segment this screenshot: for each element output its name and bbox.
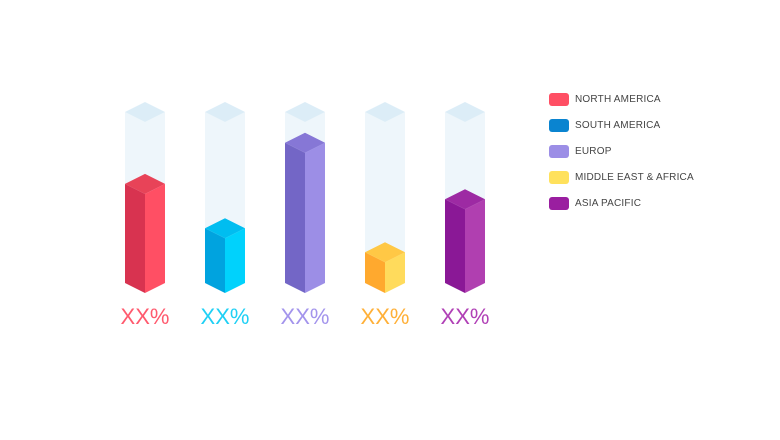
legend-item-middle-east-africa: MIDDLE EAST & AFRICA [549, 164, 694, 190]
bar-left-face [285, 142, 305, 293]
bar-right-face [305, 142, 325, 293]
bar-left-face [125, 183, 145, 293]
legend-swatch [549, 92, 569, 106]
bar-right-face [465, 199, 485, 293]
legend-item-south-america: SOUTH AMERICA [549, 112, 694, 138]
bar-top-face [125, 173, 165, 194]
legend-label: EUROP [575, 145, 612, 157]
bar-left-face [445, 199, 465, 293]
data-label: XX% [201, 304, 250, 329]
legend-swatch [549, 196, 569, 210]
legend-swatch [549, 118, 569, 132]
bar-left-face [365, 252, 385, 293]
bar-top-face [205, 218, 245, 239]
bar-track-top [365, 102, 405, 122]
bar-top-face [365, 242, 405, 263]
data-label: XX% [281, 304, 330, 329]
bar-right-face [145, 183, 165, 293]
data-label: XX% [361, 304, 410, 329]
legend-swatch [549, 170, 569, 184]
legend-label: SOUTH AMERICA [575, 119, 661, 131]
bar-track-top [205, 102, 245, 122]
bar-top-face [285, 132, 325, 153]
bar-track-top [445, 102, 485, 122]
data-label: XX% [121, 304, 170, 329]
legend-label: MIDDLE EAST & AFRICA [575, 171, 694, 183]
legend-swatch [549, 144, 569, 158]
bar-left-face [205, 228, 225, 293]
data-label: XX% [441, 304, 490, 329]
legend-item-north-america: NORTH AMERICA [549, 86, 694, 112]
legend-item-europ: EUROP [549, 138, 694, 164]
legend-label: ASIA PACIFIC [575, 197, 642, 209]
bar-track-top [285, 102, 325, 122]
bar-right-face [385, 252, 405, 293]
bar-right-face [225, 228, 245, 293]
bar-top-face [445, 189, 485, 210]
legend-label: NORTH AMERICA [575, 93, 661, 105]
legend-item-asia-pacific: ASIA PACIFIC [549, 190, 694, 216]
bar-track-top [125, 102, 165, 122]
legend: NORTH AMERICA SOUTH AMERICA EUROP MIDDLE… [549, 86, 694, 216]
